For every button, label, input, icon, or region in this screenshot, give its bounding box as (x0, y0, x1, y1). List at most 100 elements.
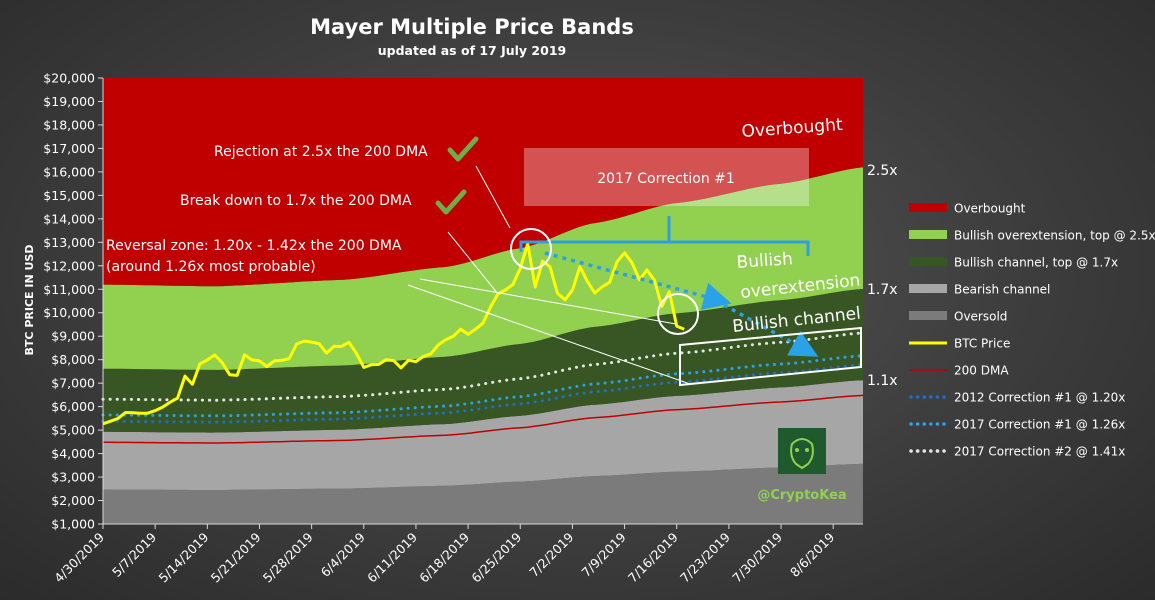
series-2012-correction-1-1-20x (101, 363, 865, 424)
multiple-label-1-7x: 1.7x (867, 282, 898, 298)
correction-bracket (519, 240, 810, 256)
chart-title: Mayer Multiple Price Bands (310, 15, 634, 39)
x-tick-label: 5/14/2019 (156, 529, 212, 585)
legend-item: Bearish channel (909, 283, 1050, 297)
y-tick-label: $10,000 (43, 305, 95, 320)
price-bands (103, 78, 863, 524)
y-tick-label: $5,000 (51, 423, 95, 438)
x-tick-label: 5/7/2019 (109, 529, 159, 579)
x-tick-label: 7/23/2019 (677, 529, 733, 585)
x-tick-label: 6/25/2019 (468, 529, 524, 585)
brand-handle: @CryptoKea (757, 488, 846, 503)
legend-item: 2017 Correction #1 @ 1.26x (909, 418, 1125, 432)
multiple-label-1-1x: 1.1x (867, 373, 898, 389)
x-tick-label: 7/9/2019 (578, 529, 628, 579)
legend-label: 2017 Correction #2 @ 1.41x (954, 445, 1125, 459)
band-overbought (103, 78, 863, 287)
projection-arrow (544, 251, 732, 310)
label-bullish-overextension-line1: Bullish (736, 249, 794, 273)
legend-item: Oversold (909, 310, 1007, 324)
chart-subtitle: updated as of 17 July 2019 (378, 43, 566, 58)
band-bullish-overextension (103, 167, 863, 370)
legend-label: Oversold (954, 310, 1007, 324)
y-tick-label: $19,000 (43, 94, 95, 109)
multiple-label-2-5x: 2.5x (867, 163, 898, 179)
y-tick-label: $1,000 (51, 517, 95, 532)
band-bearish-channel (103, 380, 863, 490)
y-tick-label: $2,000 (51, 493, 95, 508)
x-tick-label: 6/18/2019 (416, 529, 472, 585)
y-tick-label: $6,000 (51, 399, 95, 414)
legend-label: Bearish channel (954, 283, 1050, 297)
x-tick-label: 6/11/2019 (364, 529, 420, 585)
correction-box (524, 148, 809, 206)
legend-item: Bullish channel, top @ 1.7x (909, 256, 1118, 270)
series-btc-price (102, 242, 685, 426)
legend-swatch (909, 257, 947, 266)
y-tick-label: $9,000 (51, 329, 95, 344)
breakdown-circle (657, 293, 699, 335)
y-tick-label: $11,000 (43, 282, 95, 297)
legend: Overbought Bullish overextension, top @ 2… (909, 202, 1155, 459)
legend-swatch (909, 284, 947, 293)
x-tick-label: 6/4/2019 (318, 529, 368, 579)
y-axis-title: BTC PRICE IN USD (23, 245, 36, 356)
y-tick-label: $17,000 (43, 141, 95, 156)
y-tick-label: $13,000 (43, 235, 95, 250)
y-tick-label: $18,000 (43, 117, 95, 132)
kea-eye-icon (795, 448, 799, 452)
check-icon (447, 136, 479, 162)
x-tick-label: 4/30/2019 (51, 529, 107, 585)
legend-item: 2012 Correction #1 @ 1.20x (909, 391, 1125, 405)
series-lines (101, 242, 865, 444)
series-2017-correction-2-1-41x (101, 331, 865, 402)
x-tick-label: 5/21/2019 (208, 529, 264, 585)
x-tick-label: 7/2/2019 (526, 529, 576, 579)
annotation-rejection: Rejection at 2.5x the 200 DMA (214, 144, 428, 160)
legend-item: 200 DMA (909, 364, 1009, 378)
kea-bird-icon (790, 438, 814, 470)
legend-item: Bullish overextension, top @ 2.5x (909, 229, 1155, 243)
annotation-reversal-note: (around 1.26x most probable) (106, 259, 316, 275)
annotation-reversal-zone: Reversal zone: 1.20x - 1.42x the 200 DMA (106, 238, 402, 254)
y-tick-label: $4,000 (51, 446, 95, 461)
annotation-leader-line (407, 284, 691, 385)
projection-arrow (723, 303, 819, 357)
legend-label: Bullish overextension, top @ 2.5x (954, 229, 1155, 243)
x-tick-label: 7/30/2019 (729, 529, 785, 585)
y-tick-label: $15,000 (43, 188, 95, 203)
legend-item: BTC Price (909, 337, 1010, 351)
annotation-breakdown: Break down to 1.7x the 200 DMA (180, 193, 412, 209)
kea-eye-icon (805, 448, 809, 452)
annotation-leader-line (419, 278, 677, 325)
x-tick-label: 5/28/2019 (260, 529, 316, 585)
reversal-zone-box (679, 326, 862, 387)
y-tick-label: $20,000 (43, 71, 95, 86)
annotation-leader-line (475, 165, 511, 229)
check-icon (435, 189, 467, 215)
legend-label: BTC Price (954, 337, 1010, 351)
legend-swatch (909, 311, 947, 320)
legend-label: Overbought (954, 202, 1026, 216)
series-200-dma (103, 394, 864, 444)
rejection-circle (510, 228, 552, 270)
y-tick-label: $12,000 (43, 258, 95, 273)
legend-label: 2017 Correction #1 @ 1.26x (954, 418, 1125, 432)
legend-label: Bullish channel, top @ 1.7x (954, 256, 1118, 270)
annotation-leader-line (447, 231, 499, 295)
correction-box-label: 2017 Correction #1 (597, 171, 735, 187)
y-tick-label: $7,000 (51, 376, 95, 391)
x-tick-label: 8/6/2019 (787, 529, 837, 579)
y-tick-label: $3,000 (51, 470, 95, 485)
legend-swatch (909, 230, 947, 239)
y-tick-label: $14,000 (43, 211, 95, 226)
legend-item: Overbought (909, 202, 1026, 216)
y-tick-label: $8,000 (51, 352, 95, 367)
legend-item: 2017 Correction #2 @ 1.41x (909, 445, 1125, 459)
y-tick-label: $16,000 (43, 164, 95, 179)
legend-label: 200 DMA (954, 364, 1009, 378)
series-2017-correction-1-1-26x (101, 354, 865, 418)
band-oversold (103, 463, 863, 524)
x-tick-label: 7/16/2019 (625, 529, 681, 585)
